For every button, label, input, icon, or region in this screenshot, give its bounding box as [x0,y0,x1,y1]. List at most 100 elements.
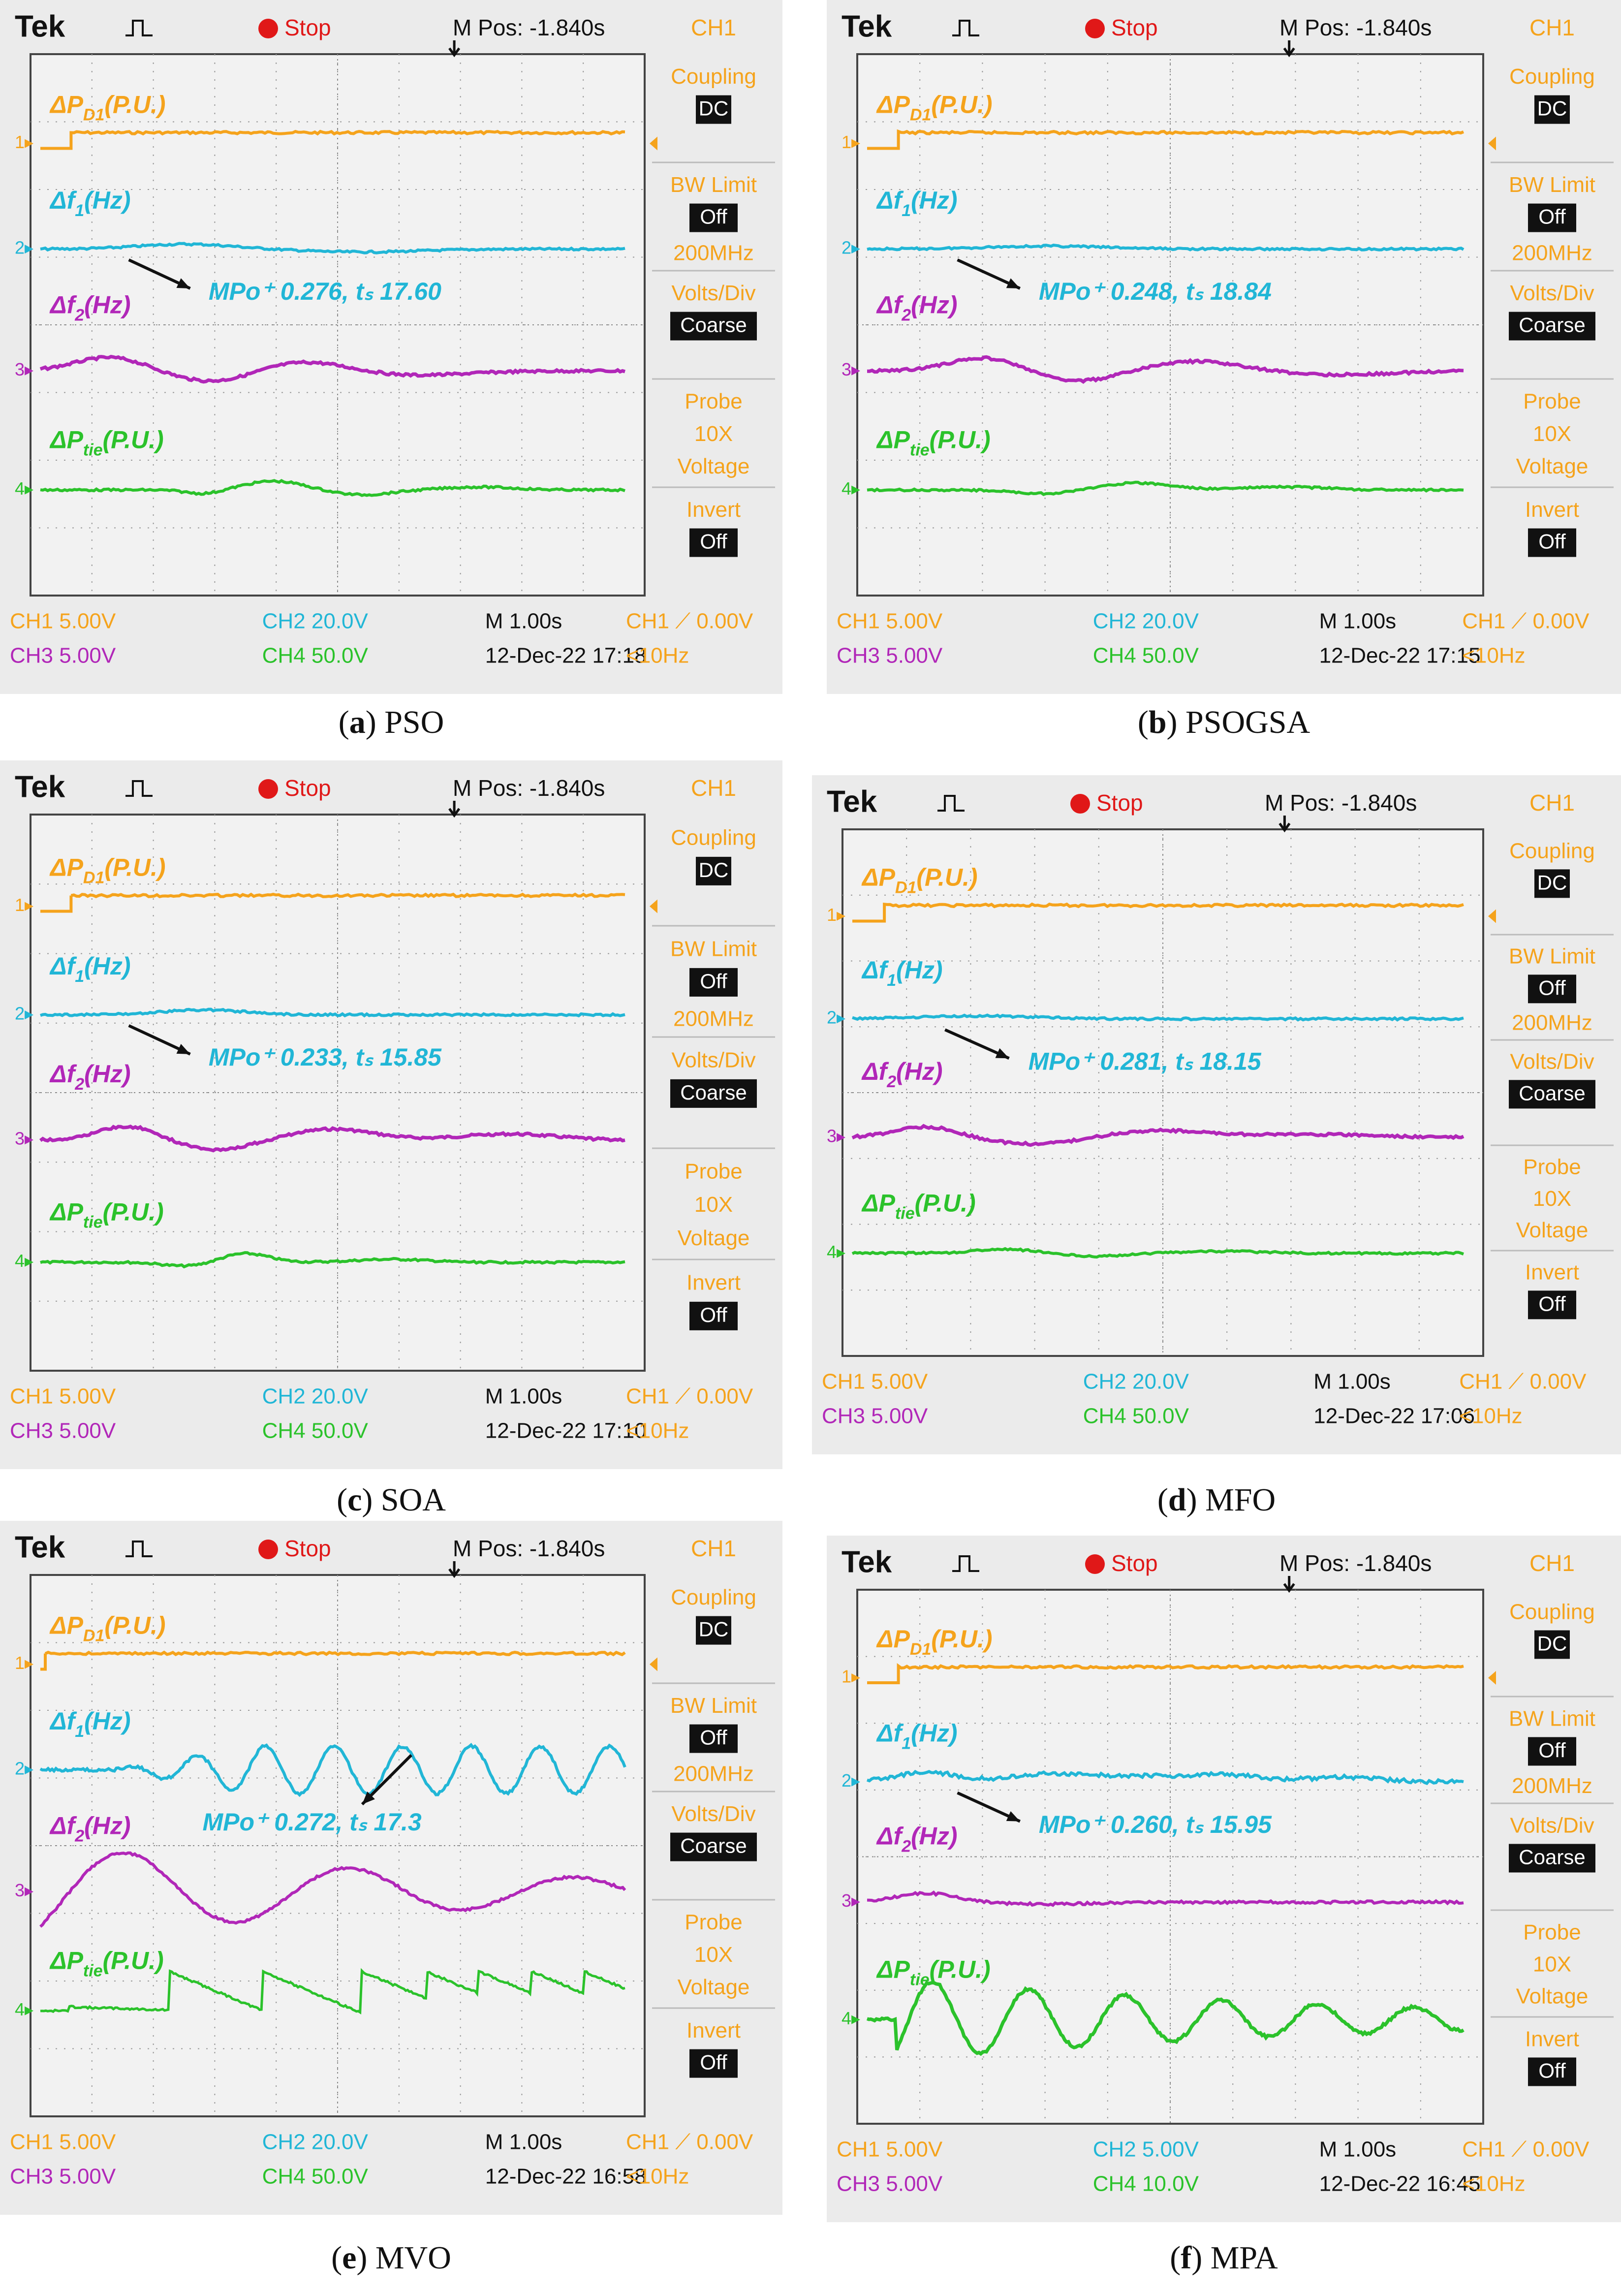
ch2-scale: CH2 20.0V [1083,1370,1189,1394]
menu-value: DC [699,1618,729,1641]
menu-value: DC [1537,97,1567,120]
menu-title: Volts/Div [1510,1050,1594,1074]
timestamp: 12-Dec-22 16:58 [485,2165,647,2189]
tek-logo: Tek [15,770,65,804]
menu-title: Coupling [1509,64,1595,89]
ch3-scale: CH3 5.00V [837,644,943,668]
menu-title: Coupling [671,64,756,89]
menu-value-box[interactable] [696,95,731,124]
menu-value-box[interactable] [1509,312,1595,341]
tek-logo: Tek [842,1545,892,1579]
menu-value-box[interactable] [1509,1844,1595,1873]
menu-extra: 200MHz [673,241,754,265]
run-state: Stop [1111,15,1158,40]
ch2-scale: CH2 20.0V [262,609,369,633]
menu-line: Voltage [1516,454,1589,478]
menu-value-box[interactable] [689,2049,738,2078]
trigger-position-icon [448,40,461,58]
timebase: M 1.00s [1313,1370,1391,1394]
horizontal-position: M Pos: -1.840s [453,1536,605,1561]
stop-icon [1085,1554,1105,1574]
arrow-head-icon [362,1792,375,1804]
menu-extra: 200MHz [1512,241,1592,265]
menu-value-box[interactable] [1528,1737,1576,1766]
menu-title: Volts/Div [671,281,755,305]
side-menu: Coupling DC BW Limit Off 200MHz Volts/Div Coar… [1491,1600,1614,2086]
menu-value: Coarse [680,314,747,337]
waveforms [866,1663,1465,2056]
menu-value-box[interactable] [689,1724,738,1753]
channel-1-marker: 1▸ [827,905,845,925]
menu-value-box[interactable] [1534,95,1570,124]
ch1-scale: CH1 5.00V [837,2138,943,2162]
menu-title: Coupling [671,1585,756,1609]
menu-value-box[interactable] [670,1079,757,1108]
menu-value-box[interactable] [1528,528,1576,557]
ch1-trace [40,129,625,150]
menu-value-box[interactable] [1534,1630,1570,1659]
menu-value-box[interactable] [689,1301,738,1330]
menu-channel: CH1 [691,1536,736,1561]
menu-value: Off [700,530,727,553]
menu-value-box[interactable] [696,856,731,885]
menu-title: Volts/Div [1510,281,1594,305]
channel-1-marker: 1▸ [842,1667,860,1687]
graticule [30,814,646,1372]
channel-3-marker: 3▸ [842,1890,860,1911]
menu-value-box[interactable] [670,1832,757,1861]
menu-value-box[interactable] [689,528,738,557]
waveforms [39,892,625,1269]
menu-value-box[interactable] [1528,203,1576,232]
trigger-setting: CH1 ⟋ 0.00V [626,609,753,633]
trigger-setting: CH1 ⟋ 0.00V [626,2130,753,2154]
ch2-scale: CH2 20.0V [262,1384,369,1409]
ch3-trace [39,1124,625,1153]
menu-title: BW Limit [1509,944,1595,969]
scope-panel-f: Tek Stop M Pos: -1.840s CH1 Coupling DC BW Lim… [827,1536,1621,2222]
caption-b: (b) PSOGSA [1137,704,1310,740]
menu-value-box[interactable] [696,1616,731,1645]
menu-value: Coarse [1519,1846,1585,1869]
run-state: Stop [284,1536,331,1561]
label-delta-pd1: ΔPD1(P.U.) [876,1625,993,1659]
scope-panel-a: Tek Stop M Pos: -1.840s CH1 Coupling DC BW Lim… [0,0,782,694]
timebase: M 1.00s [1319,2138,1397,2162]
trigger-level-icon [650,899,657,913]
caption-f: (f) MPA [1170,2240,1278,2276]
menu-value-box[interactable] [1528,1290,1576,1320]
menu-value-box[interactable] [1528,975,1576,1004]
horizontal-position: M Pos: -1.840s [1279,15,1432,40]
menu-value-box[interactable] [689,203,738,232]
side-menu: Coupling DC BW Limit Off 200MHz Volts/Div Coar… [1491,839,1614,1320]
menu-line: Voltage [678,1975,750,1999]
menu-extra: 200MHz [673,1007,754,1031]
menu-value-box[interactable] [1534,869,1570,898]
trigger-frequency: <10Hz [1462,2172,1525,2196]
menu-line: 10X [694,1943,733,1967]
stop-icon [1085,19,1105,38]
menu-value-box[interactable] [670,312,757,341]
label-delta-f2: Δf2(Hz) [861,1058,943,1091]
ch4-trace [867,480,1464,497]
ch2-trace [867,1769,1464,1786]
ch1-trace [867,1663,1464,1685]
menu-value: Off [1538,1739,1566,1762]
ch4-scale: CH4 50.0V [1083,1404,1189,1428]
caption-d: (d) MFO [1157,1482,1276,1518]
menu-value-box[interactable] [689,968,738,997]
menu-title: Coupling [1509,1600,1595,1624]
horizontal-position: M Pos: -1.840s [453,775,605,801]
label-delta-pd1: ΔPD1(P.U.) [49,91,166,125]
menu-channel: CH1 [691,775,736,801]
side-menu: Coupling DC BW Limit Off 200MHz Volts/Div Coar… [652,64,775,557]
horizontal-position: M Pos: -1.840s [453,15,605,40]
menu-title: Invert [1525,1260,1579,1285]
trigger-setting: CH1 ⟋ 0.00V [1462,2138,1590,2162]
stop-icon [258,779,278,799]
menu-value-box[interactable] [1528,2057,1576,2086]
trigger-level-icon [1488,1671,1496,1685]
channel-2-marker: 2▸ [15,1759,33,1779]
menu-extra: 200MHz [673,1762,754,1786]
menu-value-box[interactable] [1509,1080,1595,1109]
ch3-trace [867,355,1464,384]
